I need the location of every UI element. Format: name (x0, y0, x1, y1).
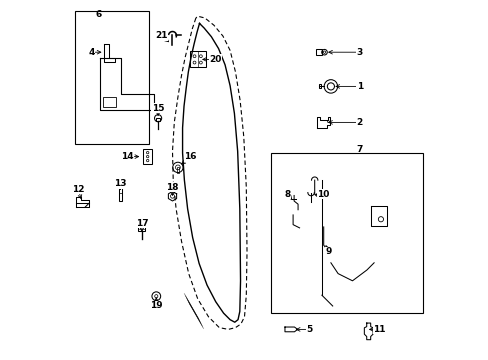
Text: 2: 2 (328, 118, 362, 127)
Bar (75, 11, 149, 144)
Bar (271, 153, 422, 313)
Bar (189, 51, 205, 67)
Bar (138, 227, 145, 231)
Bar (176, 167, 179, 172)
Text: 10: 10 (315, 190, 329, 199)
Text: 14: 14 (121, 152, 138, 161)
Text: 15: 15 (152, 104, 164, 116)
Text: 12: 12 (72, 184, 84, 198)
Bar (142, 149, 152, 164)
Text: 1: 1 (335, 82, 362, 91)
Bar (315, 49, 322, 55)
Text: 13: 13 (114, 179, 126, 189)
Bar (103, 97, 116, 107)
Bar (155, 118, 160, 121)
Bar (318, 85, 321, 88)
Text: 9: 9 (325, 246, 332, 256)
Text: 19: 19 (150, 298, 163, 310)
Text: 3: 3 (328, 48, 362, 57)
Text: 8: 8 (284, 190, 291, 199)
Text: 5: 5 (296, 325, 312, 334)
Text: 17: 17 (135, 219, 148, 231)
Text: 4: 4 (88, 48, 101, 57)
Text: 7: 7 (356, 145, 362, 154)
Text: 18: 18 (166, 183, 179, 195)
Text: 16: 16 (182, 152, 196, 164)
Text: 20: 20 (203, 55, 222, 64)
Text: 6: 6 (95, 10, 102, 19)
Text: 21: 21 (155, 31, 168, 42)
Bar (119, 188, 122, 201)
Text: 11: 11 (369, 325, 385, 334)
